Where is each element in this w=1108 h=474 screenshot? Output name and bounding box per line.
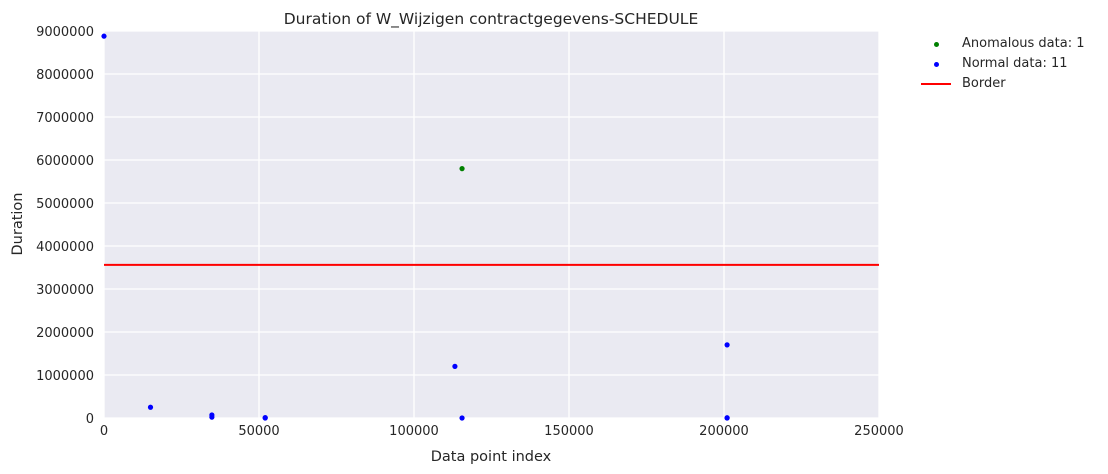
- y-tick-label: 2000000: [36, 326, 94, 341]
- y-tick-label: 8000000: [36, 68, 94, 83]
- y-tick-labels: 0 1000000 2000000 3000000 4000000 5000000 6000…: [36, 25, 94, 427]
- x-tick-label: 50000: [238, 424, 279, 439]
- legend-item-border: Border: [920, 74, 1085, 94]
- x-tick-label: 200000: [699, 424, 749, 439]
- x-tick-label: 100000: [389, 424, 439, 439]
- normal-point: [724, 342, 730, 348]
- y-tick-label: 3000000: [36, 283, 94, 298]
- normal-point: [262, 414, 268, 421]
- x-tick-label: 0: [100, 424, 108, 439]
- y-tick-label: 7000000: [36, 111, 94, 126]
- normal-point: [147, 404, 154, 410]
- y-tick-label: 1000000: [36, 369, 94, 384]
- y-tick-label: 4000000: [36, 240, 94, 255]
- legend: Anomalous data: 1 Normal data: 11 Border: [920, 34, 1085, 94]
- border-line-icon: [921, 83, 951, 85]
- legend-label-normal: Normal data: 11: [962, 56, 1068, 71]
- anomalous-marker-icon: [934, 42, 939, 47]
- data-points: [101, 33, 730, 421]
- normal-point: [724, 415, 730, 421]
- normal-point: [101, 33, 107, 39]
- x-tick-label: 250000: [854, 424, 904, 439]
- y-tick-label: 0: [86, 412, 94, 427]
- y-axis-label: Duration: [10, 193, 26, 256]
- x-tick-label: 150000: [544, 424, 594, 439]
- y-tick-label: 9000000: [36, 25, 94, 40]
- anomalous-point: [459, 166, 465, 172]
- normal-point: [459, 415, 465, 421]
- y-tick-label: 5000000: [36, 197, 94, 212]
- x-axis-label: Data point index: [431, 449, 552, 465]
- normal-marker-icon: [934, 62, 939, 67]
- legend-label-anomalous: Anomalous data: 1: [962, 36, 1085, 51]
- legend-item-anomalous: Anomalous data: 1: [920, 34, 1085, 54]
- legend-item-normal: Normal data: 11: [920, 54, 1085, 74]
- normal-point: [209, 414, 215, 420]
- plot-background: [104, 31, 879, 418]
- y-tick-label: 6000000: [36, 154, 94, 169]
- grid: [103, 30, 880, 419]
- legend-label-border: Border: [962, 76, 1006, 91]
- normal-point: [452, 363, 458, 369]
- chart-title: Duration of W_Wijzigen contractgegevens-…: [284, 10, 699, 29]
- x-tick-labels: 0 50000 100000 150000 200000 250000: [100, 424, 904, 439]
